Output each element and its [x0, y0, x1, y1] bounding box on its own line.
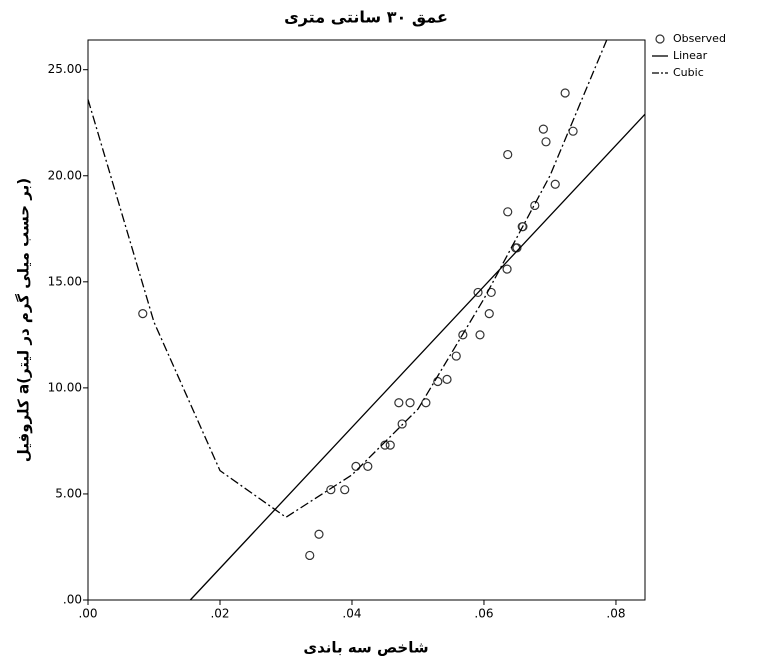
data-point [305, 550, 315, 561]
data-point [340, 485, 350, 495]
data-point [541, 137, 551, 147]
chart-title: عمق ۳۰ سانتی متری [284, 8, 448, 27]
fit-line [189, 113, 646, 601]
data-point [518, 222, 528, 232]
data-point [458, 330, 468, 340]
y-tick-label: 10.00 [48, 380, 82, 394]
data-point [530, 200, 540, 211]
data-point [503, 207, 513, 217]
data-point [503, 149, 513, 160]
data-point [473, 287, 483, 298]
fit-line [87, 39, 608, 519]
data-point [421, 398, 431, 408]
data-point [351, 461, 361, 471]
data-point [326, 485, 336, 495]
y-tick-label: 25.00 [48, 62, 82, 76]
data-point [484, 309, 494, 319]
data-point [475, 330, 485, 340]
x-axis-label: شاخص سه باندی [303, 639, 428, 657]
data-point [397, 419, 407, 429]
y-tick-label: .00 [63, 593, 82, 607]
data-point [385, 440, 395, 450]
x-tick-label: .06 [474, 607, 493, 621]
data-point [568, 126, 578, 136]
x-tick-label: .08 [606, 607, 625, 621]
y-tick-label: 15.00 [48, 274, 82, 288]
data-point [314, 529, 324, 539]
data-point [405, 398, 415, 408]
y-tick-label: 5.00 [55, 486, 82, 500]
plot-frame [87, 39, 646, 601]
data-point [442, 374, 452, 384]
legend-label: Linear [673, 49, 708, 62]
data-point [451, 351, 461, 361]
y-tick-label: 20.00 [48, 168, 82, 182]
legend-label: Observed [673, 32, 726, 45]
x-tick-label: .00 [78, 607, 97, 621]
data-point [394, 398, 404, 408]
legend-label: Cubic [673, 66, 704, 79]
data-point [560, 88, 570, 98]
legend-marker [655, 34, 665, 44]
data-point [502, 264, 512, 274]
data-point [538, 124, 548, 134]
data-point [363, 461, 373, 471]
data-point [550, 179, 560, 189]
x-tick-label: .02 [210, 607, 229, 621]
y-axis-label: کلروفیل a(بر حسب میلی گرم در لیتر) [15, 178, 33, 462]
data-point [433, 376, 443, 387]
x-tick-label: .04 [342, 607, 361, 621]
data-point [138, 309, 148, 319]
